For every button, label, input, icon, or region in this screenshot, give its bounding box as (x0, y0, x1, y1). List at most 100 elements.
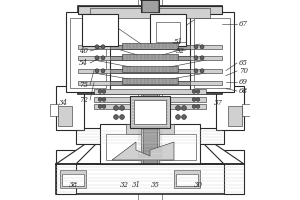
Circle shape (101, 56, 105, 60)
Bar (143, 14, 157, 164)
Bar (82, 14, 118, 46)
Bar (56, 86, 84, 130)
Text: 52: 52 (176, 47, 185, 55)
Circle shape (102, 90, 106, 93)
Bar (138, 0, 162, 200)
Bar (122, 54, 178, 60)
Circle shape (120, 106, 124, 110)
Text: 38: 38 (68, 181, 77, 189)
Bar (106, 134, 144, 160)
Bar (78, 69, 222, 73)
Text: 75: 75 (79, 81, 88, 89)
Circle shape (200, 56, 204, 60)
Circle shape (98, 105, 102, 108)
Circle shape (102, 98, 106, 101)
Text: 54: 54 (79, 59, 88, 67)
Circle shape (182, 106, 186, 110)
Circle shape (95, 56, 99, 60)
Bar (194, 18, 230, 88)
Circle shape (196, 98, 200, 101)
Bar (224, 150, 244, 194)
Circle shape (176, 115, 180, 119)
Bar (78, 56, 222, 60)
Bar (134, 100, 166, 124)
Bar (78, 6, 222, 14)
Circle shape (196, 90, 200, 93)
Bar (216, 86, 244, 130)
Text: 40: 40 (79, 47, 88, 55)
Bar (110, 56, 190, 60)
Bar (50, 104, 58, 116)
Bar (142, 0, 158, 12)
Circle shape (182, 115, 186, 119)
Bar (174, 170, 200, 188)
Text: 67: 67 (239, 20, 248, 28)
Bar (94, 89, 206, 94)
Bar (78, 81, 222, 85)
Bar (70, 18, 106, 88)
Polygon shape (56, 134, 100, 164)
Polygon shape (112, 142, 174, 160)
Circle shape (98, 90, 102, 93)
Bar (58, 106, 72, 126)
Text: 31: 31 (131, 181, 140, 189)
Bar (122, 66, 178, 72)
Bar (56, 150, 76, 194)
Text: 70: 70 (239, 67, 248, 75)
Circle shape (95, 45, 99, 49)
Text: 72: 72 (79, 96, 88, 104)
Bar (122, 43, 178, 49)
Circle shape (114, 115, 118, 119)
Circle shape (196, 105, 200, 108)
Text: 51: 51 (174, 38, 183, 46)
Text: 65: 65 (239, 59, 248, 67)
Bar (90, 8, 210, 18)
Circle shape (98, 98, 102, 101)
Bar (78, 6, 222, 94)
Bar (110, 45, 190, 49)
Circle shape (95, 69, 99, 73)
Text: 32: 32 (119, 181, 128, 189)
Circle shape (192, 90, 196, 93)
Circle shape (200, 45, 204, 49)
Bar (94, 104, 206, 109)
Bar (110, 81, 190, 85)
Bar (100, 124, 200, 164)
Bar (56, 164, 244, 194)
Bar (130, 96, 170, 128)
Bar (78, 45, 222, 49)
Circle shape (192, 98, 196, 101)
Circle shape (194, 56, 198, 60)
Bar (150, 14, 186, 46)
Bar (76, 128, 224, 144)
Bar (190, 12, 234, 92)
Bar (158, 134, 196, 160)
Circle shape (194, 45, 198, 49)
Bar (110, 69, 190, 73)
Bar (66, 12, 110, 92)
Text: 68: 68 (239, 87, 248, 95)
Circle shape (200, 69, 204, 73)
Bar (156, 22, 180, 42)
Bar (122, 78, 178, 84)
Circle shape (120, 115, 124, 119)
Circle shape (192, 105, 196, 108)
Text: 35: 35 (151, 181, 160, 189)
Circle shape (101, 45, 105, 49)
Text: 69: 69 (239, 78, 248, 86)
Bar (126, 124, 174, 134)
Bar (176, 174, 198, 186)
Circle shape (101, 69, 105, 73)
Circle shape (102, 105, 106, 108)
Text: 37: 37 (214, 99, 223, 107)
Bar (60, 170, 86, 188)
Text: 30: 30 (194, 181, 202, 189)
Bar (242, 104, 250, 116)
Bar (228, 106, 242, 126)
Text: 34: 34 (58, 99, 68, 107)
Bar (141, 14, 159, 164)
Circle shape (194, 69, 198, 73)
Bar (141, 0, 159, 12)
Bar (94, 97, 206, 102)
Circle shape (114, 106, 118, 110)
